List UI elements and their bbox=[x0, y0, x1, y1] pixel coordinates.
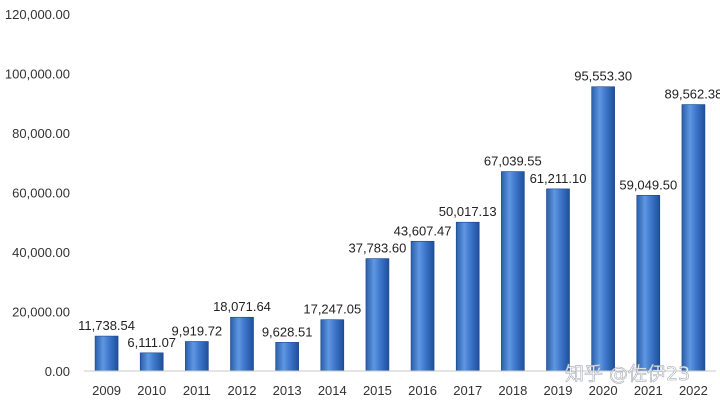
bar-2018 bbox=[501, 171, 525, 372]
bar-2013 bbox=[275, 342, 299, 372]
data-label-2011: 9,919.72 bbox=[172, 323, 223, 338]
y-tick-label: 40,000.00 bbox=[12, 245, 70, 260]
data-label-2013: 9,628.51 bbox=[262, 324, 313, 339]
data-label-2018: 67,039.55 bbox=[484, 154, 542, 169]
x-tick-label-2016: 2016 bbox=[408, 383, 437, 398]
x-tick-label-2013: 2013 bbox=[273, 383, 302, 398]
x-tick-label-2022: 2022 bbox=[679, 383, 708, 398]
data-label-2017: 50,017.13 bbox=[439, 204, 497, 219]
data-label-2021: 59,049.50 bbox=[619, 177, 677, 192]
data-label-2020: 95,553.30 bbox=[574, 69, 632, 84]
data-label-2019: 61,211.10 bbox=[530, 171, 587, 186]
x-tick-label-2014: 2014 bbox=[318, 383, 347, 398]
bar-2015 bbox=[365, 258, 390, 372]
bar-2019 bbox=[546, 188, 570, 372]
y-tick-label: 60,000.00 bbox=[12, 186, 70, 201]
y-tick-label: 120,000.00 bbox=[5, 7, 70, 22]
bar-2016 bbox=[410, 240, 435, 372]
x-tick-label-2018: 2018 bbox=[498, 383, 527, 398]
x-tick-label-2017: 2017 bbox=[453, 383, 482, 398]
bar-2011 bbox=[185, 341, 209, 372]
y-tick-label: 80,000.00 bbox=[12, 126, 70, 141]
data-label-2012: 18,071.64 bbox=[213, 299, 271, 314]
bars-group: 11,738.54 6,111.079,919.72 18,071.64 9,628.… bbox=[78, 69, 720, 372]
x-tick-label-2011: 2011 bbox=[183, 383, 211, 398]
bar-2022 bbox=[681, 104, 706, 372]
x-tick-label-2021: 2021 bbox=[634, 383, 663, 398]
bar-2009 bbox=[94, 335, 119, 372]
x-tick-label-2009: 2009 bbox=[92, 383, 121, 398]
bar-2020 bbox=[591, 86, 615, 372]
data-label-2014: 17,247.05 bbox=[303, 302, 361, 317]
data-label-2015: 37,783.60 bbox=[349, 241, 407, 256]
y-tick-label: 20,000.00 bbox=[12, 305, 70, 320]
bar-2017 bbox=[455, 221, 480, 372]
data-label-2016: 43,607.47 bbox=[394, 223, 452, 238]
x-tick-label-2012: 2012 bbox=[228, 383, 257, 398]
bar-2012 bbox=[230, 316, 254, 372]
x-tick-label-2020: 2020 bbox=[589, 383, 618, 398]
bar-2010 bbox=[139, 352, 164, 372]
x-axis: 2009 2010 2011 2012 2013 2014 2015 2016 2017 2018… bbox=[84, 370, 716, 398]
data-label-2022: 89,562.38 bbox=[665, 87, 720, 102]
y-tick-label: 0.00 bbox=[45, 364, 70, 379]
watermark-text: 知乎 @佐伊23 bbox=[565, 363, 690, 385]
x-tick-label-2019: 2019 bbox=[544, 383, 573, 398]
bar-2014 bbox=[320, 319, 345, 372]
data-label-2009: 11,738.54 bbox=[78, 318, 135, 333]
x-tick-label-2010: 2010 bbox=[137, 383, 166, 398]
y-axis: 0.00 20,000.00 40,000.00 60,000.00 80,000.00… bbox=[5, 7, 70, 379]
x-tick-label-2015: 2015 bbox=[363, 383, 392, 398]
y-tick-label: 100,000.00 bbox=[5, 67, 70, 82]
data-label-2010: 6,111.07 bbox=[127, 335, 176, 350]
bar-2021 bbox=[636, 195, 661, 372]
